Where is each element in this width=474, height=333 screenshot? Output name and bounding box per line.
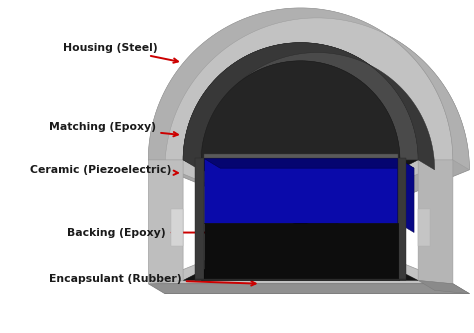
Polygon shape bbox=[204, 158, 398, 223]
Polygon shape bbox=[204, 158, 414, 168]
Polygon shape bbox=[148, 8, 469, 170]
Polygon shape bbox=[183, 43, 418, 280]
Polygon shape bbox=[165, 18, 469, 294]
Polygon shape bbox=[204, 154, 398, 158]
Polygon shape bbox=[418, 209, 430, 246]
Polygon shape bbox=[204, 223, 398, 279]
Polygon shape bbox=[418, 280, 469, 294]
Polygon shape bbox=[171, 209, 183, 246]
Text: Housing (Steel): Housing (Steel) bbox=[63, 43, 178, 63]
Polygon shape bbox=[148, 8, 453, 284]
Polygon shape bbox=[183, 43, 435, 170]
Polygon shape bbox=[398, 158, 414, 232]
Text: Matching (Epoxy): Matching (Epoxy) bbox=[48, 122, 178, 136]
Polygon shape bbox=[201, 61, 400, 280]
Text: Encapsulant (Rubber): Encapsulant (Rubber) bbox=[48, 274, 255, 286]
Polygon shape bbox=[148, 284, 469, 294]
Text: Ceramic (Piezoelectric): Ceramic (Piezoelectric) bbox=[30, 165, 178, 175]
Polygon shape bbox=[195, 279, 406, 280]
Polygon shape bbox=[183, 43, 418, 160]
Polygon shape bbox=[195, 158, 204, 280]
Polygon shape bbox=[418, 160, 453, 284]
Polygon shape bbox=[148, 160, 183, 284]
Text: Backing (Epoxy): Backing (Epoxy) bbox=[67, 227, 255, 237]
Polygon shape bbox=[398, 158, 406, 280]
